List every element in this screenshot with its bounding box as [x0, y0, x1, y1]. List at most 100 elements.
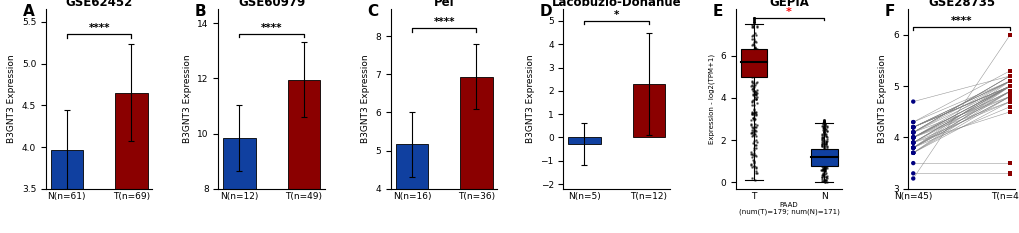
- Point: [746, 68, 762, 72]
- Point: [748, 47, 764, 51]
- Point: [743, 155, 759, 158]
- Point: [814, 158, 830, 162]
- Bar: [115, 93, 148, 233]
- Point: [1001, 79, 1017, 83]
- Point: [816, 166, 833, 170]
- Point: [814, 163, 830, 166]
- Point: [745, 160, 761, 163]
- Point: [1001, 84, 1017, 88]
- Point: [815, 131, 832, 135]
- Text: ****: ****: [950, 16, 971, 26]
- Point: [816, 180, 833, 184]
- Point: [1001, 79, 1017, 83]
- Bar: [460, 77, 492, 233]
- Point: [817, 164, 834, 167]
- Point: [817, 139, 834, 142]
- Point: [813, 150, 829, 153]
- Point: [815, 167, 832, 170]
- Bar: [287, 80, 320, 233]
- Point: [904, 136, 920, 139]
- Point: [816, 127, 833, 131]
- Text: E: E: [712, 4, 722, 19]
- Point: [904, 125, 920, 129]
- Point: [904, 146, 920, 150]
- Point: [746, 178, 762, 182]
- Point: [745, 65, 761, 69]
- Point: [744, 24, 760, 28]
- Title: Lacobuzio-Donahue: Lacobuzio-Donahue: [551, 0, 681, 9]
- Point: [744, 59, 760, 63]
- Point: [904, 141, 920, 144]
- Point: [745, 103, 761, 107]
- Point: [815, 145, 832, 149]
- Point: [744, 84, 760, 88]
- Point: [815, 119, 832, 123]
- Point: [904, 125, 920, 129]
- Point: [1001, 74, 1017, 78]
- Bar: [740, 49, 766, 77]
- Point: [904, 130, 920, 134]
- Point: [817, 151, 834, 155]
- Point: [748, 171, 764, 175]
- Point: [816, 169, 833, 172]
- Point: [816, 144, 833, 148]
- Point: [748, 125, 764, 129]
- Point: [1001, 84, 1017, 88]
- Y-axis label: B3GNT3 Expression: B3GNT3 Expression: [7, 55, 16, 143]
- Point: [1001, 33, 1017, 37]
- Title: GEPIA: GEPIA: [768, 0, 808, 9]
- Y-axis label: B3GNT3 Expression: B3GNT3 Expression: [182, 55, 192, 143]
- Point: [743, 99, 759, 103]
- Point: [746, 132, 762, 136]
- Point: [904, 161, 920, 165]
- Point: [818, 139, 835, 143]
- Point: [813, 155, 829, 159]
- Point: [817, 133, 834, 136]
- Point: [817, 140, 834, 144]
- Point: [745, 75, 761, 78]
- Point: [746, 164, 762, 168]
- Point: [745, 16, 761, 20]
- Bar: [568, 137, 600, 144]
- Point: [1001, 84, 1017, 88]
- Point: [743, 75, 759, 79]
- Point: [1001, 100, 1017, 103]
- Point: [1001, 84, 1017, 88]
- Point: [745, 126, 761, 130]
- Point: [747, 112, 763, 116]
- Point: [747, 143, 763, 147]
- Text: ****: ****: [261, 23, 282, 33]
- Point: [744, 116, 760, 120]
- Point: [813, 124, 829, 128]
- Text: B: B: [195, 4, 207, 19]
- Point: [743, 126, 759, 129]
- Point: [815, 161, 832, 165]
- Point: [816, 173, 833, 176]
- Point: [813, 156, 829, 159]
- Point: [815, 130, 832, 134]
- Point: [1001, 69, 1017, 73]
- Point: [904, 146, 920, 150]
- Point: [1001, 79, 1017, 83]
- Point: [815, 146, 832, 150]
- Point: [746, 89, 762, 93]
- Point: [744, 34, 760, 38]
- Point: [744, 110, 760, 114]
- Point: [815, 120, 832, 123]
- Point: [815, 178, 832, 182]
- Point: [814, 167, 830, 171]
- Point: [746, 46, 762, 50]
- Point: [745, 118, 761, 121]
- Point: [744, 79, 760, 83]
- Point: [746, 151, 762, 155]
- Point: [744, 103, 760, 107]
- Point: [747, 138, 763, 142]
- Point: [747, 73, 763, 77]
- Point: [746, 46, 762, 49]
- Point: [745, 89, 761, 93]
- Point: [815, 124, 832, 128]
- Point: [748, 93, 764, 97]
- Point: [816, 178, 833, 182]
- Point: [744, 51, 760, 55]
- Point: [747, 63, 763, 67]
